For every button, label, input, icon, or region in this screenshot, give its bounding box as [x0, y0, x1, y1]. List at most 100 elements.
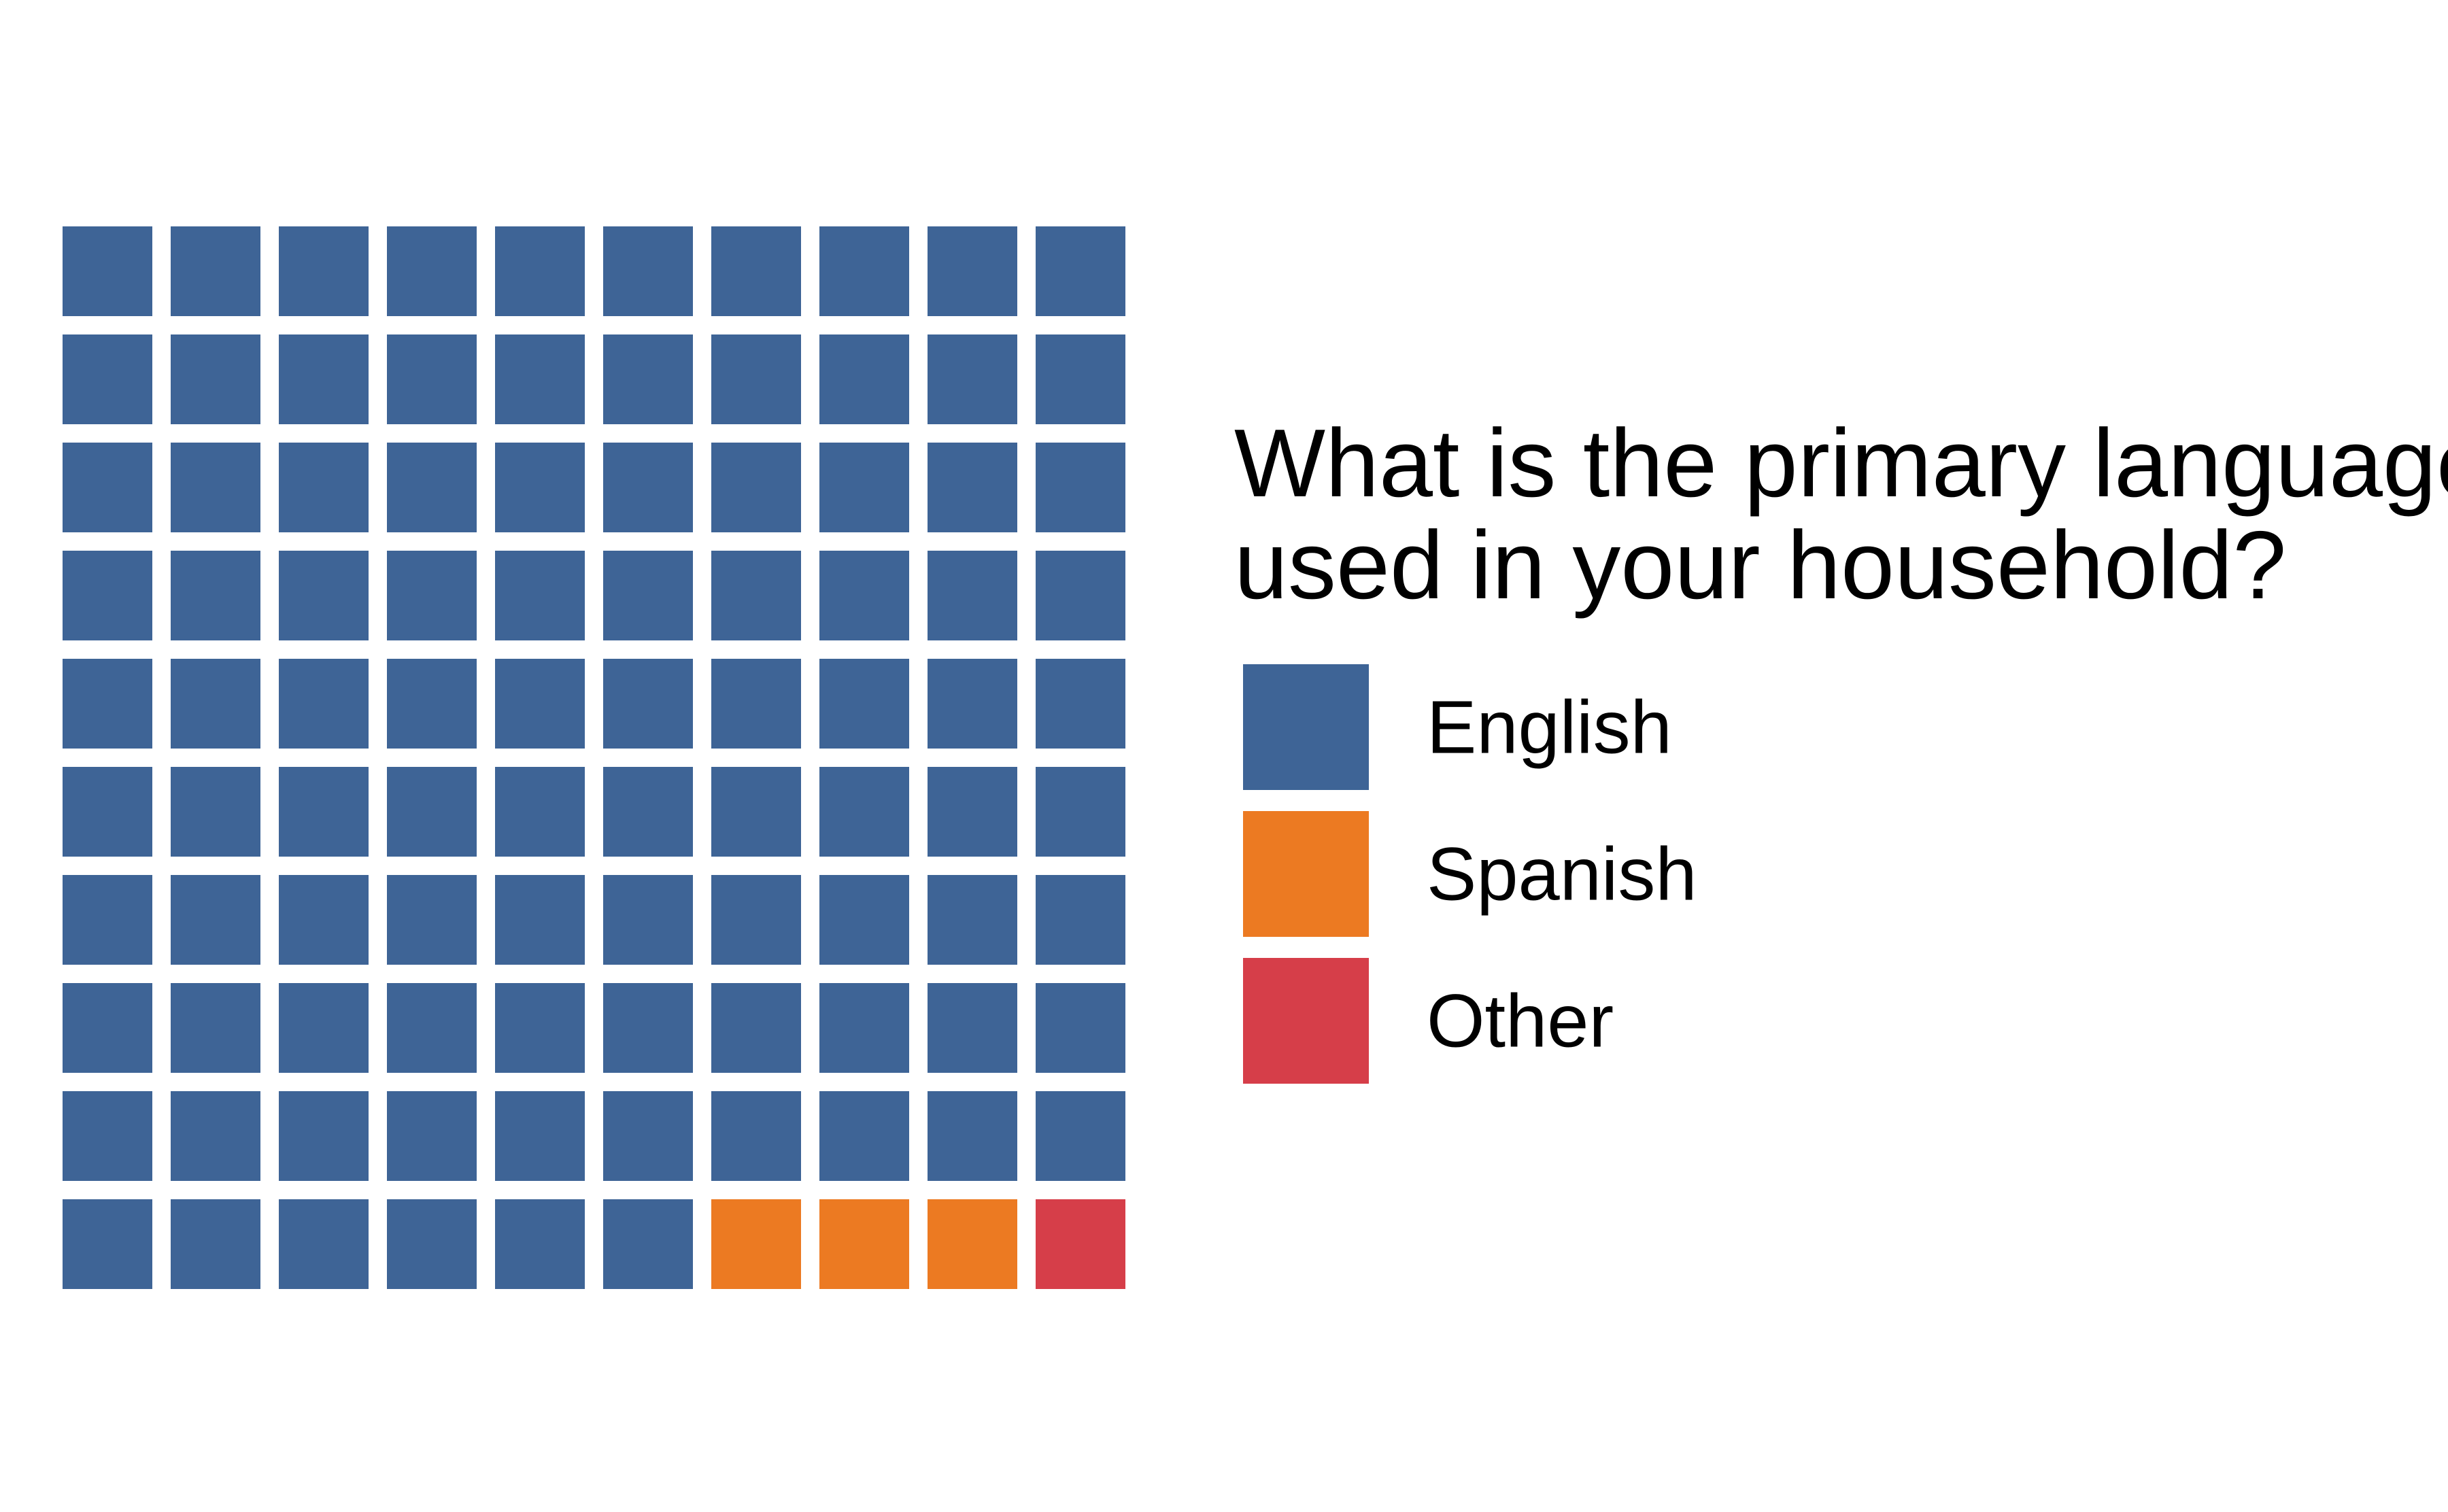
waffle-cell-english — [711, 1091, 801, 1181]
waffle-cell-english — [171, 767, 260, 857]
waffle-cell-english — [928, 767, 1017, 857]
legend-label-english: English — [1427, 686, 1672, 770]
waffle-cell-english — [63, 659, 152, 749]
waffle-cell-english — [171, 443, 260, 532]
waffle-cell-english — [63, 1091, 152, 1181]
waffle-cell-english — [603, 659, 693, 749]
waffle-cell-english — [711, 875, 801, 965]
waffle-cell-english — [819, 983, 909, 1073]
waffle-cell-english — [1036, 551, 1125, 640]
waffle-cell-english — [819, 334, 909, 424]
legend-title-line-1: What is the primary language — [1234, 409, 2448, 517]
waffle-cell-english — [63, 551, 152, 640]
legend-title-line-2: used in your household? — [1234, 511, 2286, 619]
waffle-cell-spanish — [819, 1199, 909, 1289]
waffle-cell-english — [63, 983, 152, 1073]
waffle-cell-english — [387, 767, 477, 857]
waffle-cell-english — [711, 443, 801, 532]
waffle-cell-spanish — [711, 1199, 801, 1289]
waffle-cell-english — [63, 443, 152, 532]
waffle-cell-english — [819, 443, 909, 532]
waffle-cell-english — [928, 659, 1017, 749]
waffle-cell-english — [819, 226, 909, 316]
waffle-cell-english — [279, 226, 369, 316]
waffle-cell-english — [387, 983, 477, 1073]
legend-key-other — [1243, 958, 1369, 1084]
waffle-cell-english — [603, 334, 693, 424]
waffle-cell-english — [387, 334, 477, 424]
waffle-cell-english — [279, 1199, 369, 1289]
waffle-cell-english — [171, 551, 260, 640]
waffle-cell-english — [387, 1091, 477, 1181]
waffle-cell-english — [279, 334, 369, 424]
waffle-cell-english — [603, 767, 693, 857]
waffle-cell-english — [711, 551, 801, 640]
legend: What is the primary language used in you… — [1234, 409, 2448, 1084]
legend-key-english — [1243, 664, 1369, 790]
waffle-cell-english — [1036, 1091, 1125, 1181]
waffle-cell-english — [1036, 767, 1125, 857]
waffle-cell-english — [819, 659, 909, 749]
waffle-grid — [63, 226, 1125, 1289]
legend-key-spanish — [1243, 811, 1369, 937]
waffle-cell-english — [387, 443, 477, 532]
waffle-cell-english — [279, 659, 369, 749]
waffle-cell-english — [171, 226, 260, 316]
waffle-cell-english — [495, 767, 585, 857]
waffle-cell-english — [928, 983, 1017, 1073]
waffle-cell-english — [1036, 334, 1125, 424]
waffle-cell-english — [1036, 983, 1125, 1073]
legend-items: English Spanish Other — [1243, 664, 1697, 1084]
waffle-cell-english — [171, 983, 260, 1073]
waffle-cell-english — [63, 1199, 152, 1289]
waffle-cell-english — [711, 659, 801, 749]
waffle-cell-english — [171, 334, 260, 424]
waffle-cell-english — [387, 226, 477, 316]
waffle-cell-english — [279, 767, 369, 857]
waffle-cell-english — [387, 875, 477, 965]
waffle-cell-english — [928, 875, 1017, 965]
waffle-cell-english — [279, 983, 369, 1073]
waffle-cell-english — [711, 334, 801, 424]
waffle-cell-english — [495, 1199, 585, 1289]
waffle-cell-english — [603, 1199, 693, 1289]
waffle-cell-english — [279, 875, 369, 965]
waffle-cell-english — [279, 443, 369, 532]
waffle-cell-english — [1036, 875, 1125, 965]
waffle-cell-english — [495, 334, 585, 424]
waffle-cell-english — [387, 551, 477, 640]
waffle-cell-english — [603, 443, 693, 532]
waffle-cell-english — [171, 659, 260, 749]
waffle-cell-english — [819, 767, 909, 857]
waffle-cell-english — [495, 659, 585, 749]
waffle-cell-english — [1036, 226, 1125, 316]
waffle-cell-english — [279, 551, 369, 640]
waffle-cell-english — [387, 659, 477, 749]
waffle-cell-english — [603, 1091, 693, 1181]
legend-label-spanish: Spanish — [1427, 833, 1697, 916]
waffle-cell-english — [1036, 659, 1125, 749]
waffle-cell-english — [495, 226, 585, 316]
waffle-cell-english — [819, 551, 909, 640]
waffle-cell-english — [711, 226, 801, 316]
waffle-cell-english — [819, 875, 909, 965]
waffle-cell-english — [495, 1091, 585, 1181]
waffle-cell-english — [1036, 443, 1125, 532]
legend-label-other: Other — [1427, 980, 1614, 1063]
waffle-cell-english — [387, 1199, 477, 1289]
waffle-cell-english — [603, 551, 693, 640]
waffle-cell-english — [171, 1199, 260, 1289]
waffle-cell-english — [711, 983, 801, 1073]
waffle-cell-english — [279, 1091, 369, 1181]
waffle-cell-english — [171, 1091, 260, 1181]
waffle-cell-english — [928, 1091, 1017, 1181]
waffle-cell-english — [495, 443, 585, 532]
waffle-cell-english — [495, 983, 585, 1073]
waffle-cell-english — [63, 767, 152, 857]
waffle-cell-english — [819, 1091, 909, 1181]
waffle-cell-english — [711, 767, 801, 857]
waffle-cell-other — [1036, 1199, 1125, 1289]
waffle-cell-english — [495, 875, 585, 965]
waffle-cell-english — [63, 334, 152, 424]
